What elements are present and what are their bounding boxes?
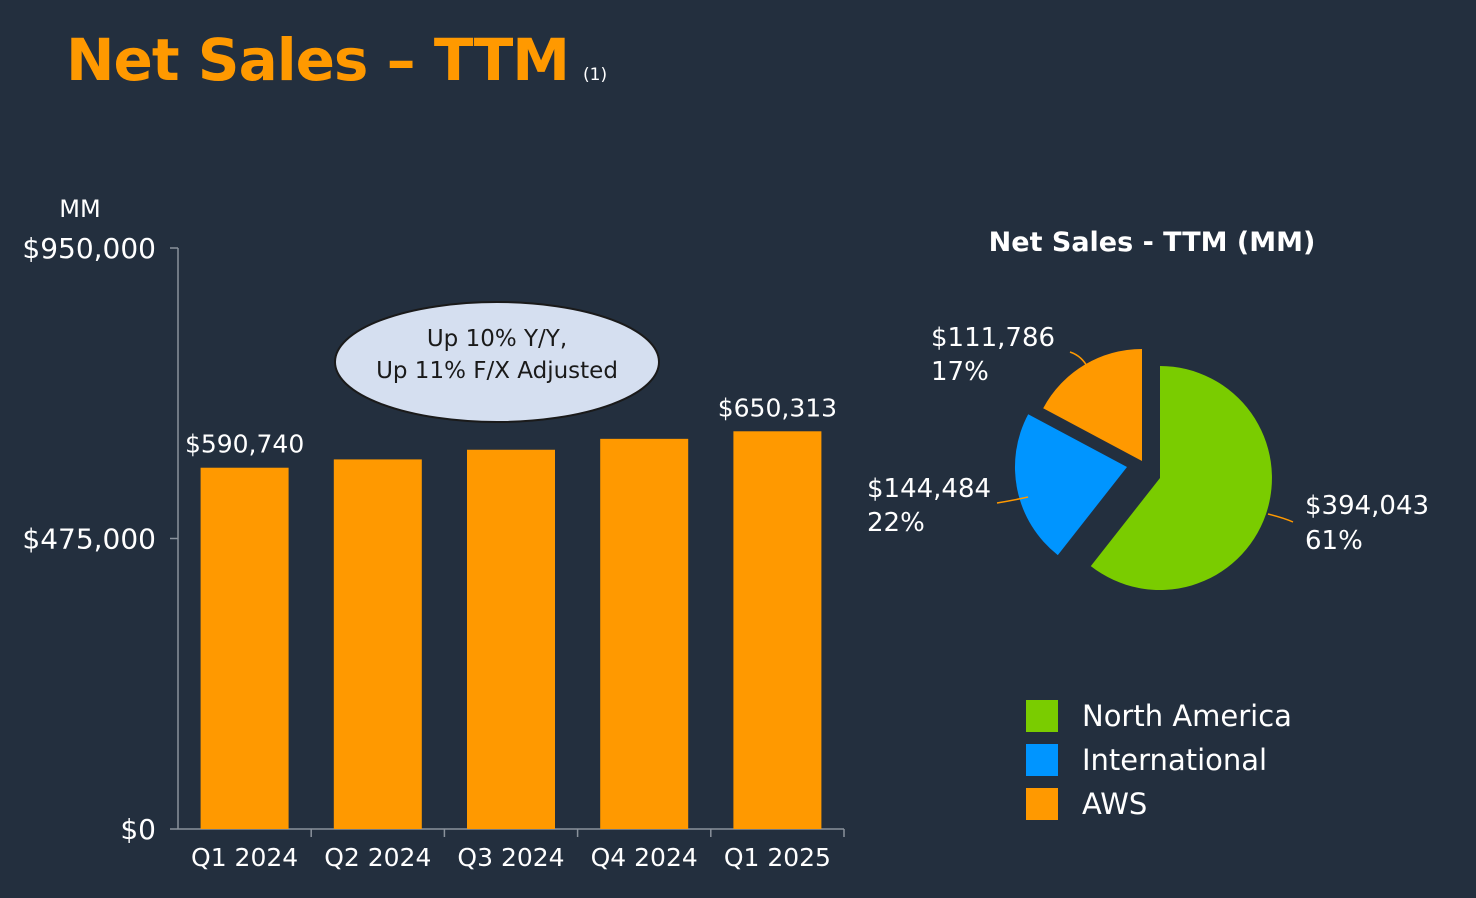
y-tick-label: $0 xyxy=(120,813,156,846)
callout-bubble xyxy=(334,301,660,423)
bar-data-label: $590,740 xyxy=(185,430,304,459)
pie-slice-aws xyxy=(1043,349,1142,461)
y-axis-label: MM xyxy=(59,195,100,223)
legend-label: International xyxy=(1082,743,1268,777)
page-title: Net Sales – TTM (1) xyxy=(66,26,607,94)
pie-legend: North America International AWS xyxy=(1026,694,1292,826)
leader-line-international xyxy=(996,496,1029,504)
x-tick-label: Q3 2024 xyxy=(457,843,564,872)
pie-value-label: $394,043 xyxy=(1305,491,1429,521)
pie-percent-label: 17% xyxy=(931,357,989,387)
legend-item: North America xyxy=(1026,694,1292,738)
leader-line-north-america xyxy=(1267,513,1294,523)
bar-q2-2024 xyxy=(333,459,422,829)
bar-q1-2025 xyxy=(733,431,822,829)
y-tick-label: $475,000 xyxy=(22,523,156,556)
bar-q1-2024 xyxy=(200,467,289,829)
legend-swatch xyxy=(1026,700,1058,732)
legend-item: AWS xyxy=(1026,782,1292,826)
bar-q4-2024 xyxy=(600,438,689,829)
bar-q3-2024 xyxy=(467,449,555,829)
legend-label: North America xyxy=(1082,699,1292,733)
y-tick-label: $950,000 xyxy=(22,232,156,265)
pie-value-label: $144,484 xyxy=(867,474,991,504)
pie-slice-north-america xyxy=(1090,366,1272,591)
callout-line-2: Up 11% F/X Adjusted xyxy=(376,358,618,384)
pie-title: Net Sales - TTM (MM) xyxy=(989,227,1316,258)
title-text: Net Sales – TTM xyxy=(66,26,570,94)
title-footnote: (1) xyxy=(583,65,608,85)
legend-swatch xyxy=(1026,744,1058,776)
bar-data-label: $650,313 xyxy=(718,393,837,422)
pie-percent-label: 22% xyxy=(867,508,925,538)
legend-item: International xyxy=(1026,738,1292,782)
x-tick-label: Q2 2024 xyxy=(324,843,431,872)
x-tick-label: Q4 2024 xyxy=(591,843,698,872)
legend-label: AWS xyxy=(1082,787,1148,821)
pie-value-label: $111,786 xyxy=(931,323,1055,353)
pie-slice-international xyxy=(1014,414,1127,556)
pie-percent-label: 61% xyxy=(1305,526,1363,556)
callout-line-1: Up 10% Y/Y, xyxy=(427,326,567,352)
x-tick-label: Q1 2024 xyxy=(191,843,298,872)
x-tick-label: Q1 2025 xyxy=(724,843,831,872)
legend-swatch xyxy=(1026,788,1058,820)
leader-line-aws xyxy=(1069,351,1089,369)
